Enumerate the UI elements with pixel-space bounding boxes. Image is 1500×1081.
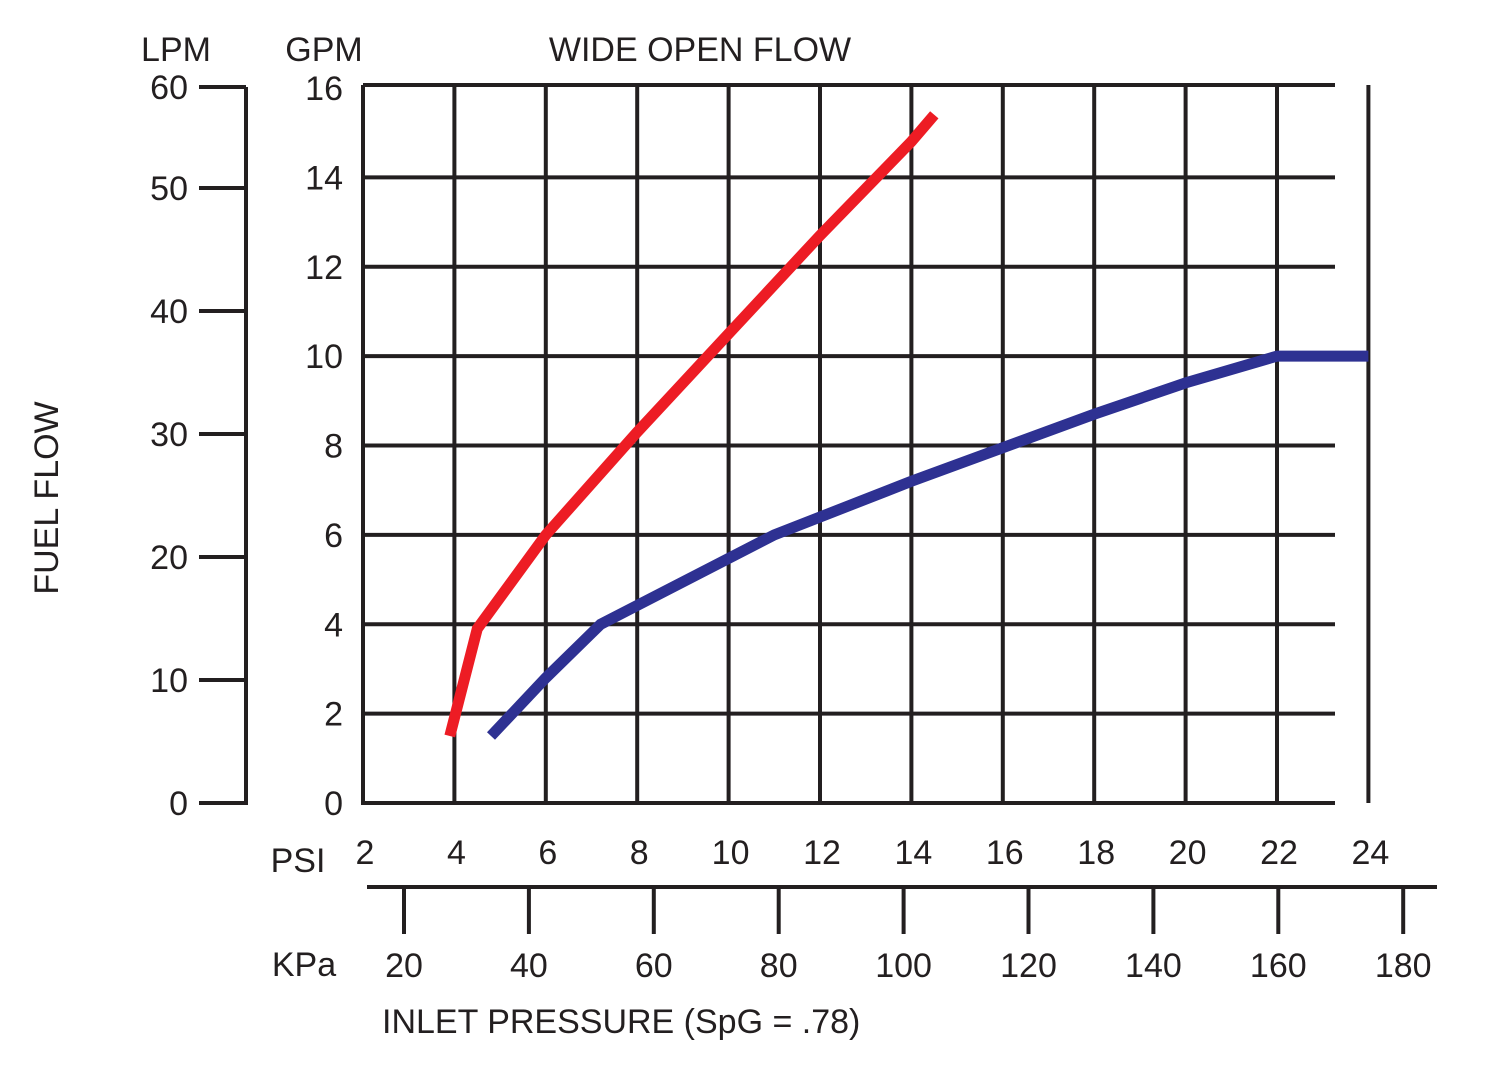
psi-tick-label: 10 bbox=[712, 834, 750, 872]
kpa-tick-label: 120 bbox=[1000, 947, 1057, 985]
gpm-tick-label: 10 bbox=[305, 338, 343, 376]
psi-tick-label: 2 bbox=[356, 834, 375, 872]
gpm-tick-label: 2 bbox=[324, 696, 343, 734]
series-line-1 bbox=[444, 111, 939, 738]
lpm-tick-label: 30 bbox=[150, 416, 188, 454]
gpm-tick-label: 0 bbox=[324, 785, 343, 823]
kpa-tick-label: 160 bbox=[1250, 947, 1307, 985]
kpa-tick-label: 60 bbox=[635, 947, 673, 985]
gpm-tick-label: 4 bbox=[324, 606, 343, 644]
psi-tick-label: 12 bbox=[803, 834, 841, 872]
psi-tick-label: 14 bbox=[894, 834, 932, 872]
x-axis-title: INLET PRESSURE (SpG = .78) bbox=[382, 1003, 860, 1041]
series-lines bbox=[444, 111, 1369, 740]
kpa-tick-label: 100 bbox=[875, 947, 932, 985]
kpa-tick-label: 140 bbox=[1125, 947, 1182, 985]
gpm-tick-label: 12 bbox=[305, 249, 343, 287]
series-line-2 bbox=[486, 350, 1369, 740]
kpa-tick-label: 20 bbox=[385, 947, 423, 985]
kpa-tick-label: 180 bbox=[1375, 947, 1432, 985]
gpm-tick-label: 6 bbox=[324, 517, 343, 555]
y-axis-title: FUEL FLOW bbox=[28, 401, 66, 594]
psi-unit-label: PSI bbox=[271, 842, 326, 880]
kpa-tick-label: 80 bbox=[760, 947, 798, 985]
lpm-tick-label: 40 bbox=[150, 293, 188, 331]
psi-tick-label: 24 bbox=[1351, 834, 1389, 872]
psi-tick-label: 16 bbox=[986, 834, 1024, 872]
plot-grid bbox=[361, 83, 1371, 805]
psi-tick-label: 18 bbox=[1077, 834, 1115, 872]
lpm-tick-label: 0 bbox=[169, 785, 188, 823]
lpm-tick-label: 50 bbox=[150, 170, 188, 208]
psi-tick-label: 6 bbox=[538, 834, 557, 872]
kpa-tick-label: 40 bbox=[510, 947, 548, 985]
kpa-unit-label: KPa bbox=[272, 946, 336, 984]
lpm-tick-label: 10 bbox=[150, 662, 188, 700]
gpm-tick-label: 16 bbox=[305, 70, 343, 108]
psi-tick-label: 8 bbox=[630, 834, 649, 872]
gpm-tick-label: 8 bbox=[324, 428, 343, 466]
lpm-unit-label: LPM bbox=[141, 31, 211, 69]
psi-tick-label: 4 bbox=[447, 834, 466, 872]
lpm-tick-label: 20 bbox=[150, 539, 188, 577]
lpm-tick-label: 60 bbox=[150, 69, 188, 107]
psi-tick-label: 20 bbox=[1169, 834, 1207, 872]
psi-tick-label: 22 bbox=[1260, 834, 1298, 872]
chart-title: WIDE OPEN FLOW bbox=[549, 31, 851, 69]
gpm-unit-label: GPM bbox=[285, 31, 362, 69]
gpm-tick-label: 14 bbox=[305, 159, 343, 197]
